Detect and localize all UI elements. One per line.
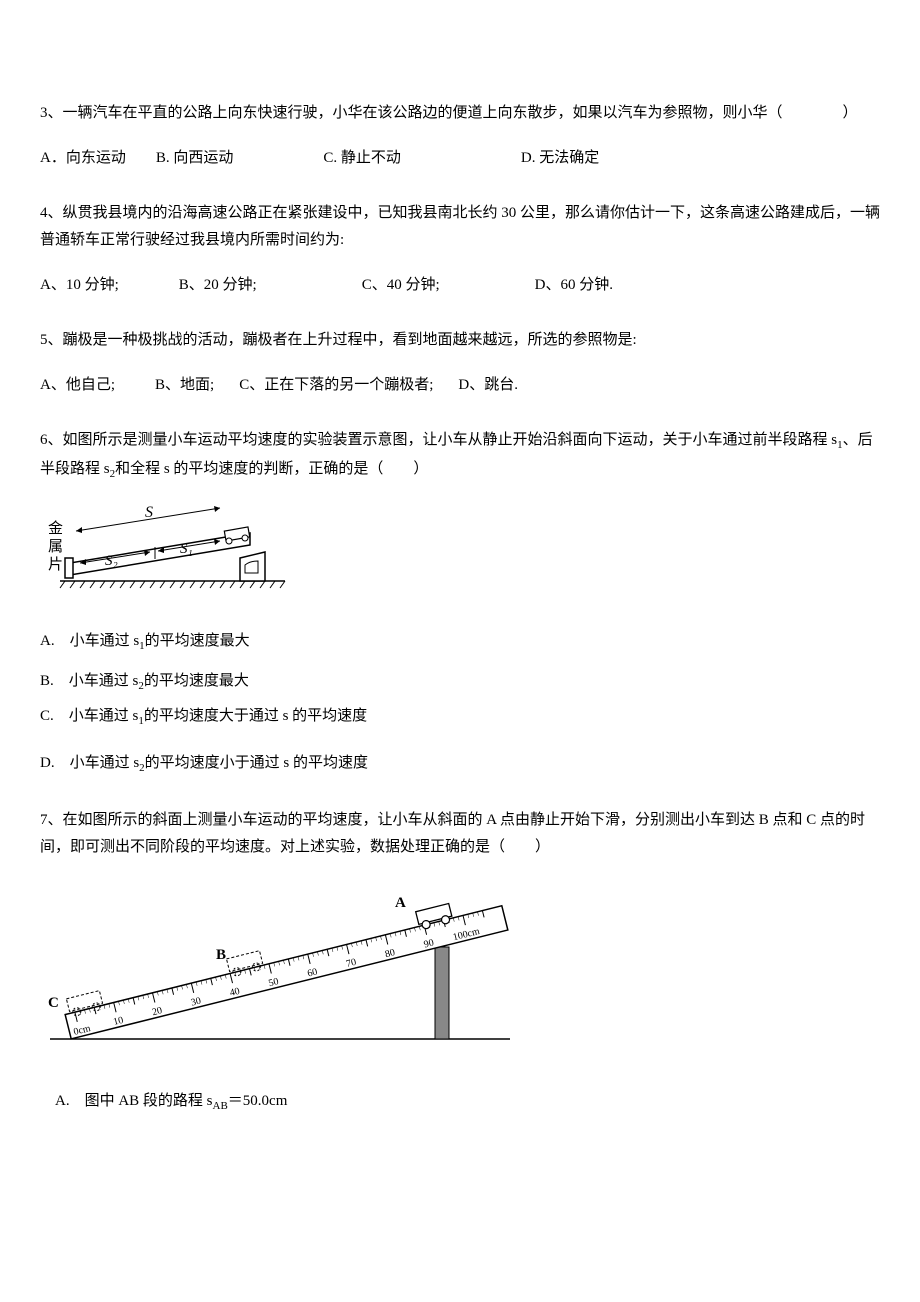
q6-option-b: B. 小车通过 s2的平均速度最大	[40, 668, 880, 697]
q6-option-a: A. 小车通过 s1的平均速度最大	[40, 628, 880, 657]
q5-options: A、他自己; B、地面; C、正在下落的另一个蹦极者; D、跳台.	[40, 372, 880, 399]
q4-options: A、10 分钟; B、20 分钟; C、40 分钟; D、60 分钟.	[40, 272, 880, 299]
q7-option-a: A. 图中 AB 段的路程 sAB＝50.0cm	[40, 1088, 880, 1117]
q6-fig-s: S	[145, 504, 153, 521]
q5-option-b: B、地面;	[155, 372, 214, 399]
svg-text:属: 属	[48, 539, 63, 555]
q6-options: A. 小车通过 s1的平均速度最大 B. 小车通过 s2的平均速度最大 C. 小…	[40, 628, 880, 779]
q7-figure: 0cm 10 20 30 40 50 60 70 80 90 100cm	[40, 879, 880, 1064]
q4-option-a: A、10 分钟;	[40, 272, 119, 299]
q4-option-c: C、40 分钟;	[362, 272, 440, 299]
q4-option-d: D、60 分钟.	[535, 272, 613, 299]
question-6: 6、如图所示是测量小车运动平均速度的实验装置示意图，让小车从静止开始沿斜面向下运…	[40, 427, 880, 779]
q6-text: 6、如图所示是测量小车运动平均速度的实验装置示意图，让小车从静止开始沿斜面向下运…	[40, 427, 880, 485]
question-7: 7、在如图所示的斜面上测量小车运动的平均速度，让小车从斜面的 A 点由静止开始下…	[40, 807, 880, 1117]
q6-figure: 金 属 片	[40, 503, 880, 608]
question-3: 3、一辆汽车在平直的公路上向东快速行驶，小华在该公路边的便道上向东散步，如果以汽…	[40, 100, 880, 172]
q6-fig-label-left-1: 金	[48, 520, 63, 537]
q6-fig-s2: S₂	[105, 553, 118, 569]
q6-option-d: D. 小车通过 s2的平均速度小于通过 s 的平均速度	[40, 750, 880, 779]
q3-option-b: B. 向西运动	[156, 145, 234, 172]
q7-fig-a: A	[395, 895, 406, 911]
q3-option-a: A．向东运动	[40, 145, 126, 172]
q3-text: 3、一辆汽车在平直的公路上向东快速行驶，小华在该公路边的便道上向东散步，如果以汽…	[40, 100, 880, 127]
q5-option-d: D、跳台.	[458, 372, 518, 399]
q3-options: A．向东运动 B. 向西运动 C. 静止不动 D. 无法确定	[40, 145, 880, 172]
q5-text: 5、蹦极是一种极挑战的活动，蹦极者在上升过程中，看到地面越来越远，所选的参照物是…	[40, 327, 880, 354]
q3-option-c: C. 静止不动	[323, 145, 401, 172]
q6-text-p3: 和全程 s 的平均速度的判断，正确的是（ ）	[115, 461, 428, 477]
q4-text: 4、纵贯我县境内的沿海高速公路正在紧张建设中，已知我县南北长约 30 公里，那么…	[40, 200, 880, 254]
q5-option-a: A、他自己;	[40, 372, 115, 399]
q6-fig-s1: S₁	[180, 541, 193, 557]
q6-option-c: C. 小车通过 s1的平均速度大于通过 s 的平均速度	[40, 703, 880, 732]
q7-fig-b: B	[216, 947, 226, 963]
svg-text:片: 片	[48, 556, 63, 573]
q7-fig-c: C	[48, 995, 59, 1011]
q7-text: 7、在如图所示的斜面上测量小车运动的平均速度，让小车从斜面的 A 点由静止开始下…	[40, 807, 880, 861]
q3-option-d: D. 无法确定	[521, 145, 599, 172]
question-5: 5、蹦极是一种极挑战的活动，蹦极者在上升过程中，看到地面越来越远，所选的参照物是…	[40, 327, 880, 399]
q4-option-b: B、20 分钟;	[179, 272, 257, 299]
q6-text-p1: 6、如图所示是测量小车运动平均速度的实验装置示意图，让小车从静止开始沿斜面向下运…	[40, 432, 837, 448]
question-4: 4、纵贯我县境内的沿海高速公路正在紧张建设中，已知我县南北长约 30 公里，那么…	[40, 200, 880, 299]
q5-option-c: C、正在下落的另一个蹦极者;	[239, 372, 433, 399]
